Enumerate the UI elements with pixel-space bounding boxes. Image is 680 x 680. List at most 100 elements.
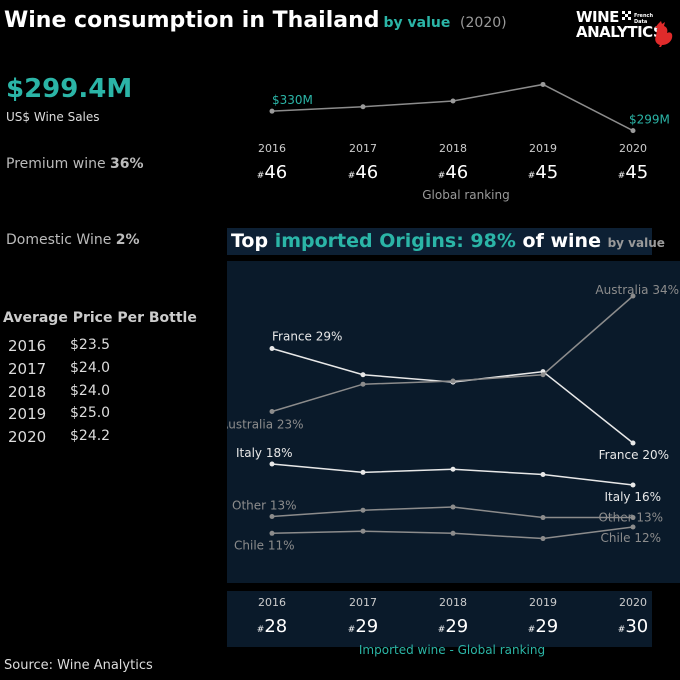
sales-point-2020 xyxy=(630,128,636,134)
sales-label: US$ Wine Sales xyxy=(6,110,100,124)
sales-point-2018 xyxy=(450,98,456,104)
chile-end-label: Chile 12% xyxy=(600,531,661,545)
other-point-2018 xyxy=(450,504,456,510)
sales-ranking-value: #45 xyxy=(528,162,558,183)
avg-price-row: 2016 $23.5 xyxy=(8,337,148,359)
import-ranking-value: #28 xyxy=(257,616,287,637)
avg-price-row: 2018 $24.0 xyxy=(8,383,148,405)
top-origins-title-3: of wine xyxy=(522,230,601,252)
avg-price-row: 2019 $25.0 xyxy=(8,405,148,427)
sales-end-label: $299M xyxy=(629,113,670,127)
logo-small-text: French Data xyxy=(634,13,654,25)
import-year-label: 2016 xyxy=(258,596,286,609)
sales-ranking-value: #46 xyxy=(257,162,287,183)
avg-price-value: $25.0 xyxy=(70,405,111,421)
chile-point-2020 xyxy=(630,524,636,530)
domestic-label: Domestic Wine xyxy=(6,232,112,248)
import-year-label: 2017 xyxy=(349,596,377,609)
france-start-label: France 29% xyxy=(272,330,342,344)
logo-line1: WINE xyxy=(576,8,619,26)
france-point-2016 xyxy=(269,346,275,351)
import-year-label: 2020 xyxy=(619,596,647,609)
australia-point-2020 xyxy=(630,293,636,299)
avg-price-value: $24.2 xyxy=(70,428,111,444)
sales-point-2016 xyxy=(269,108,275,114)
italy-start-label: Italy 18% xyxy=(236,446,293,460)
chile-point-2017 xyxy=(360,528,366,534)
origins-line-chart: France 29% France 20% Australia 23% Austral… xyxy=(227,261,680,583)
sales-year-label: 2018 xyxy=(439,142,467,155)
domestic-value: 2% xyxy=(115,232,140,248)
australia-series-line xyxy=(271,295,634,413)
premium-label: Premium wine xyxy=(6,156,106,172)
avg-price-value: $24.0 xyxy=(70,383,111,399)
premium-value: 36% xyxy=(110,156,144,172)
italy-point-2016 xyxy=(269,461,275,467)
page-title: Wine consumption in Thailand by value (20… xyxy=(4,8,507,33)
other-point-2019 xyxy=(540,515,546,521)
avg-price-value: $24.0 xyxy=(70,360,111,376)
other-point-2017 xyxy=(360,507,366,513)
sales-ranking-value: #45 xyxy=(618,162,648,183)
top-origins-title-1: Top xyxy=(231,230,269,252)
import-ranking-value: #30 xyxy=(618,616,648,637)
sales-year-label: 2016 xyxy=(258,142,286,155)
top-origins-header: Top imported Origins: 98% of wine by val… xyxy=(227,228,665,255)
top-origins-by-value: by value xyxy=(607,236,665,250)
import-ranking-value: #29 xyxy=(438,616,468,637)
australia-point-2016 xyxy=(269,409,275,414)
chile-point-2019 xyxy=(540,536,546,542)
sales-value: $299.4M xyxy=(6,74,133,104)
import-year-label: 2018 xyxy=(439,596,467,609)
chile-point-2016 xyxy=(269,530,275,536)
avg-price-year: 2020 xyxy=(8,428,47,446)
avg-price-row: 2020 $24.2 xyxy=(8,428,148,450)
rooster-icon xyxy=(655,21,673,47)
sales-year-label: 2019 xyxy=(529,142,557,155)
chile-point-2018 xyxy=(450,530,456,536)
avg-price-year: 2018 xyxy=(8,383,47,401)
sales-point-2019 xyxy=(540,81,546,87)
import-ranking-panel: 2016 #28 2017 #29 2018 #29 2019 #29 2020 #30 xyxy=(227,591,652,647)
australia-start-label: Australia 23% xyxy=(227,418,304,432)
italy-end-label: Italy 16% xyxy=(604,490,661,504)
italy-point-2017 xyxy=(360,469,366,475)
title-year: (2020) xyxy=(460,15,507,31)
italy-point-2018 xyxy=(450,466,456,472)
logo-line2: ANALYTICS xyxy=(576,23,664,41)
sales-year-label: 2020 xyxy=(619,142,647,155)
france-point-2017 xyxy=(360,372,366,378)
other-point-2020 xyxy=(630,515,636,521)
premium-wine-stat: Premium wine 36% xyxy=(6,156,144,172)
avg-price-value: $23.5 xyxy=(70,337,111,353)
avg-price-year: 2017 xyxy=(8,360,47,378)
logo-flag-icon xyxy=(622,11,631,20)
sales-line-chart: $330M $299M 2016 #46 2017 #46 2018 #46 2019 #45 20… xyxy=(257,81,670,202)
sales-ranking-value: #46 xyxy=(438,162,468,183)
avg-price-row: 2017 $24.0 xyxy=(8,360,148,382)
import-ranking-caption: Imported wine - Global ranking xyxy=(358,643,546,657)
australia-end-label: Australia 34% xyxy=(595,283,679,297)
avg-price-year: 2016 xyxy=(8,337,47,355)
sales-ranking-caption: Global ranking xyxy=(422,188,510,202)
chile-start-label: Chile 11% xyxy=(234,538,295,552)
other-point-2016 xyxy=(269,514,275,519)
sales-start-label: $330M xyxy=(272,93,313,107)
top-origins-title-2: imported Origins: 98% xyxy=(274,230,516,252)
australia-point-2019 xyxy=(540,372,546,378)
import-ranking-value: #29 xyxy=(528,616,558,637)
import-year-label: 2019 xyxy=(529,596,557,609)
italy-point-2020 xyxy=(630,482,636,488)
france-point-2020 xyxy=(630,440,636,446)
sales-year-label: 2017 xyxy=(349,142,377,155)
other-end-label: Other 13% xyxy=(598,511,663,525)
title-main: Wine consumption in Thailand xyxy=(4,8,380,33)
other-start-label: Other 13% xyxy=(232,499,297,513)
avg-price-title: Average Price Per Bottle xyxy=(3,310,197,326)
sales-ranking-value: #46 xyxy=(348,162,378,183)
italy-point-2019 xyxy=(540,472,546,477)
australia-point-2018 xyxy=(450,378,456,384)
avg-price-year: 2019 xyxy=(8,405,47,423)
wine-analytics-logo: WINE ANALYTICS French Data xyxy=(576,10,676,50)
title-by-value: by value xyxy=(383,15,451,31)
